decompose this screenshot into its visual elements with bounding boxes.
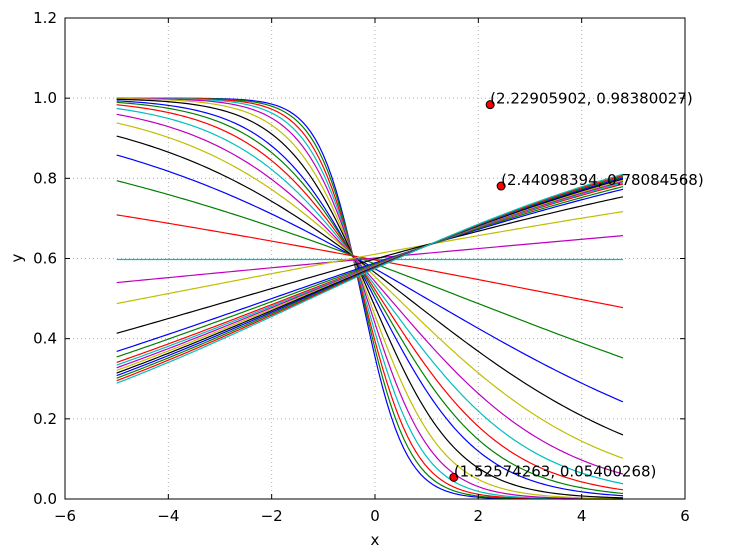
points-layer: (2.22905902, 0.98380027) (2.44098394, 0.7… — [449, 90, 704, 482]
series-line — [116, 186, 624, 358]
y-tick-label: 1.2 — [33, 9, 57, 27]
series-line — [116, 100, 624, 497]
x-axis-label: x — [371, 531, 380, 549]
series-line — [116, 98, 624, 500]
point-label: (1.52574263, 0.05400268) — [454, 462, 657, 480]
y-tick-label: 0.4 — [33, 330, 57, 348]
series-line — [116, 104, 624, 491]
x-tick-label: −4 — [157, 507, 179, 525]
point-label: (2.22905902, 0.98380027) — [490, 90, 693, 108]
x-tick-label: 6 — [680, 507, 690, 525]
y-tick-label: 0.8 — [33, 169, 57, 187]
x-tick-label: −2 — [261, 507, 283, 525]
series-line — [116, 107, 624, 485]
series-line — [116, 235, 624, 284]
series-line — [116, 173, 624, 384]
series-line — [116, 113, 624, 475]
series-line — [116, 196, 624, 334]
ticks: −6 −4 −2 0 2 4 6 0.0 0.2 0.4 0.6 0.8 1.0 1.2 — [33, 9, 690, 525]
series-line — [116, 97, 624, 500]
data-point — [496, 181, 506, 191]
x-tick-label: 2 — [474, 507, 484, 525]
y-axis-label: y — [8, 253, 26, 262]
data-point — [485, 100, 495, 110]
series-line — [116, 188, 624, 352]
series-line — [116, 97, 624, 500]
point-label: (2.44098394, 0.78084568) — [501, 171, 704, 189]
y-tick-label: 0.2 — [33, 410, 57, 428]
y-tick-label: 0.0 — [33, 490, 57, 508]
series-line — [116, 180, 624, 359]
x-tick-label: 4 — [577, 507, 587, 525]
series-line — [116, 101, 624, 495]
x-tick-label: 0 — [370, 507, 380, 525]
series-line — [116, 210, 624, 305]
data-point — [449, 472, 459, 482]
y-tick-label: 1.0 — [33, 89, 57, 107]
y-tick-label: 0.6 — [33, 250, 57, 268]
x-tick-label: −6 — [54, 507, 76, 525]
series-line — [116, 98, 624, 499]
